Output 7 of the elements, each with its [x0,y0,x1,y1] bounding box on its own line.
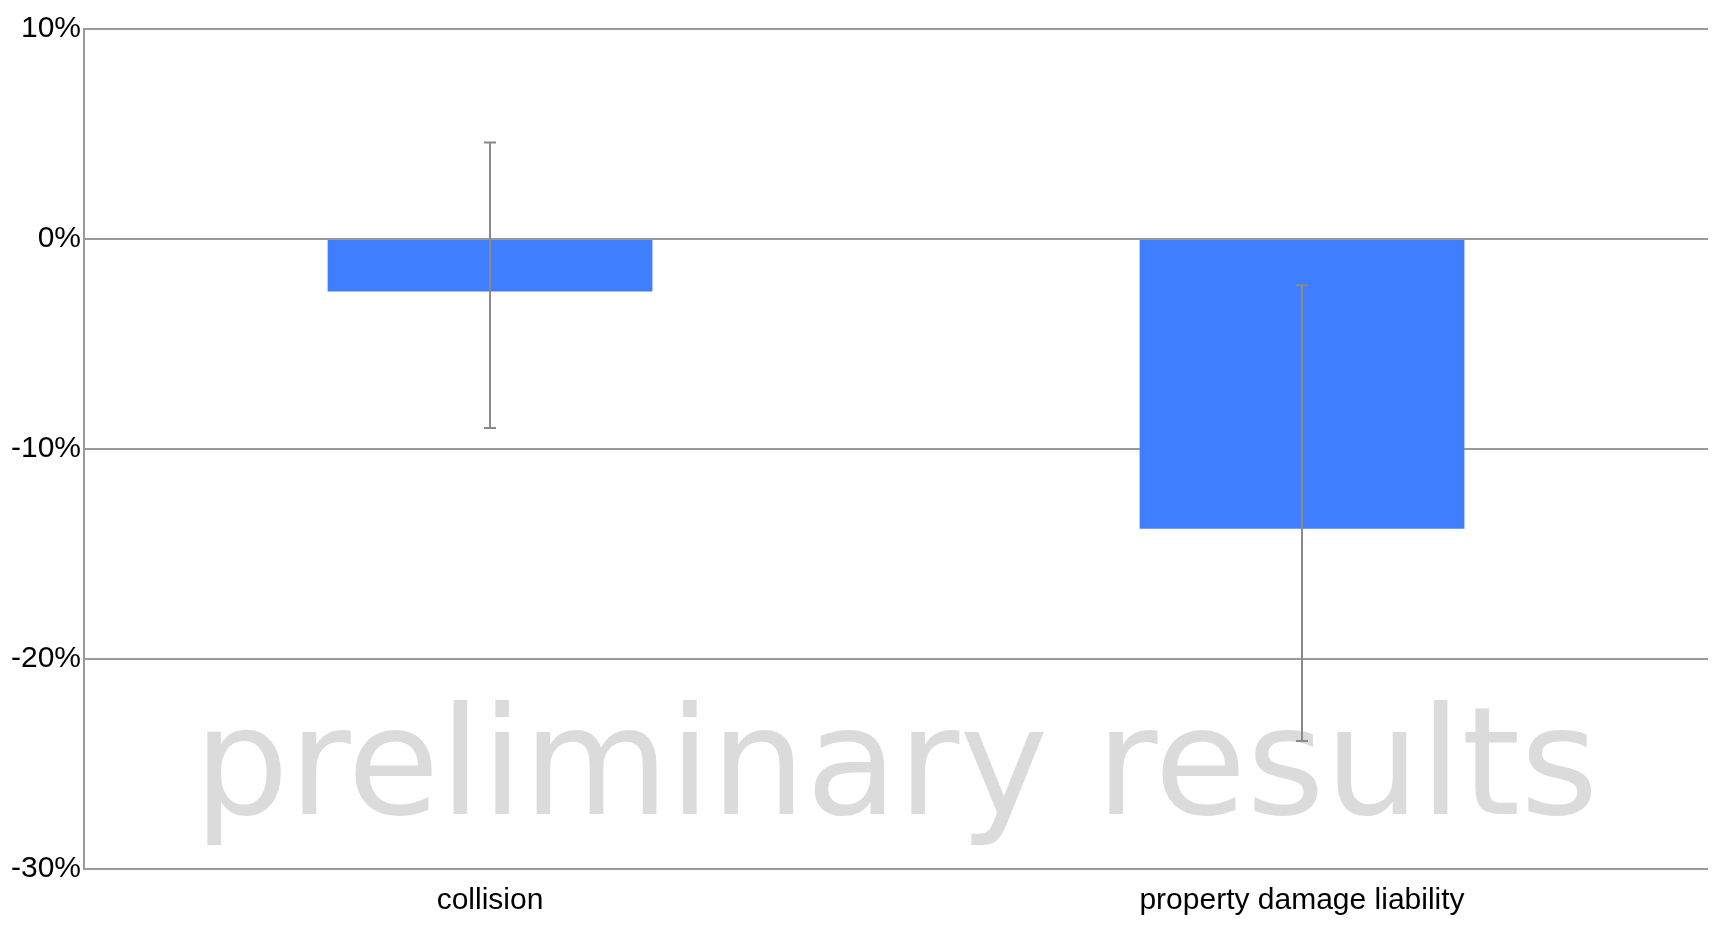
y-tick-label: -20% [10,640,82,674]
y-tick-label: 10% [20,10,82,44]
x-tick-label: property damage liability [1139,882,1465,916]
y-tick-label: -30% [10,850,82,884]
y-tick-label: -10% [10,430,82,464]
x-tick-label: collision [436,882,544,916]
y-tick-label: 0% [37,220,82,254]
